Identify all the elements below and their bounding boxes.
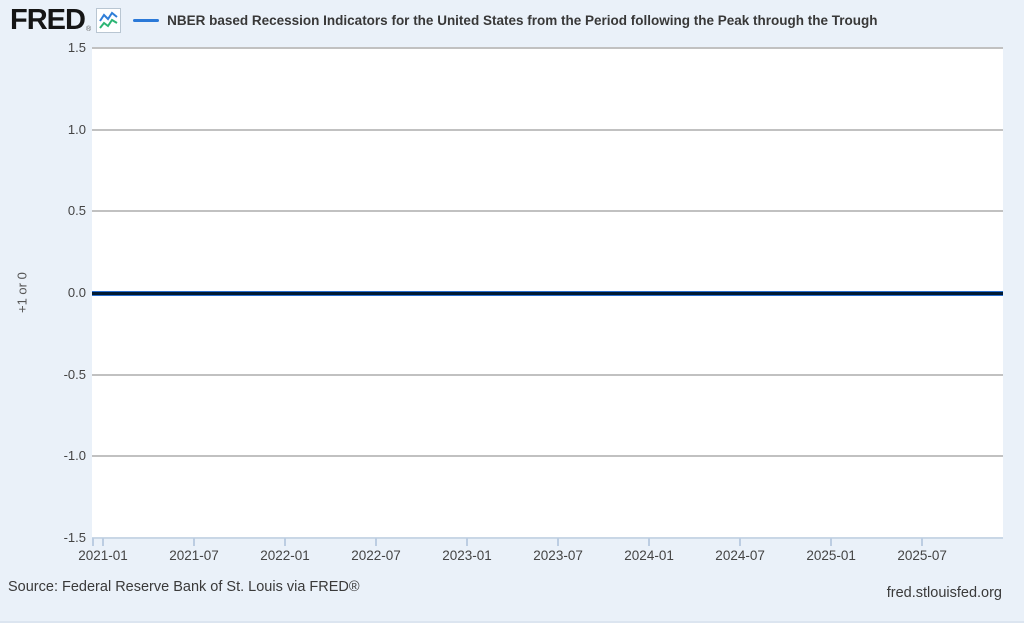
line-chart-icon <box>96 7 122 33</box>
series-line-core <box>92 292 1003 295</box>
x-tick-mark <box>830 538 833 546</box>
chart-title: NBER based Recession Indicators for the … <box>167 12 878 28</box>
gridline <box>92 373 1003 376</box>
gridline <box>92 455 1003 458</box>
x-tick-label: 2024-07 <box>715 548 765 563</box>
gridline <box>92 128 1003 131</box>
series-line-nber-recession-indicator <box>92 291 1003 296</box>
x-tick-mark <box>102 538 105 546</box>
x-tick-mark <box>739 538 742 546</box>
x-tick-mark <box>466 538 469 546</box>
x-tick-label: 2023-07 <box>533 548 583 563</box>
x-axis-line <box>92 537 1003 539</box>
gridline <box>92 210 1003 213</box>
fred-logo[interactable]: FRED ® <box>10 3 91 36</box>
x-tick-mark <box>375 538 378 546</box>
registered-trademark: ® <box>85 25 91 33</box>
legend-series-marker <box>133 18 160 22</box>
y-tick-label: -1.0 <box>63 448 86 464</box>
bottom-strip <box>0 621 1024 623</box>
plot-area[interactable] <box>92 47 1003 539</box>
y-tick-label: 1.0 <box>67 121 86 137</box>
y-tick-label: 0.5 <box>67 203 86 219</box>
x-tick-label: 2023-01 <box>442 548 492 563</box>
y-tick-label: 0.0 <box>67 285 86 300</box>
site-link[interactable]: fred.stlouisfed.org <box>886 585 1002 601</box>
x-tick-label: 2022-07 <box>351 548 401 563</box>
x-tick-mark <box>193 538 196 546</box>
x-tick-label: 2025-07 <box>897 548 947 563</box>
y-axis-labels: 1.5 1.0 0.5 0.0 -0.5 -1.0 -1.5 <box>0 40 86 545</box>
x-tick-mark <box>92 538 94 546</box>
y-tick-label: 1.5 <box>67 40 86 55</box>
fred-logo-text: FRED <box>10 3 86 36</box>
x-tick-label: 2025-01 <box>806 548 856 563</box>
x-axis-labels: 2021-01 2021-07 2022-01 2022-07 2023-01 2023-… <box>78 538 1003 568</box>
header: FRED ® NBER based Recession Indicators f… <box>0 0 1024 40</box>
x-tick-mark <box>284 538 287 546</box>
y-tick-label: -1.5 <box>63 530 86 545</box>
source-note: Source: Federal Reserve Bank of St. Loui… <box>8 579 360 595</box>
x-tick-mark <box>648 538 651 546</box>
gridline <box>92 47 1003 49</box>
x-tick-mark <box>557 538 560 546</box>
x-tick-label: 2022-01 <box>260 548 310 563</box>
y-tick-label: -0.5 <box>63 366 86 382</box>
x-tick-label: 2024-01 <box>624 548 674 563</box>
x-tick-mark <box>921 538 924 546</box>
x-tick-label: 2021-07 <box>169 548 219 563</box>
x-tick-label: 2021-01 <box>78 548 128 563</box>
